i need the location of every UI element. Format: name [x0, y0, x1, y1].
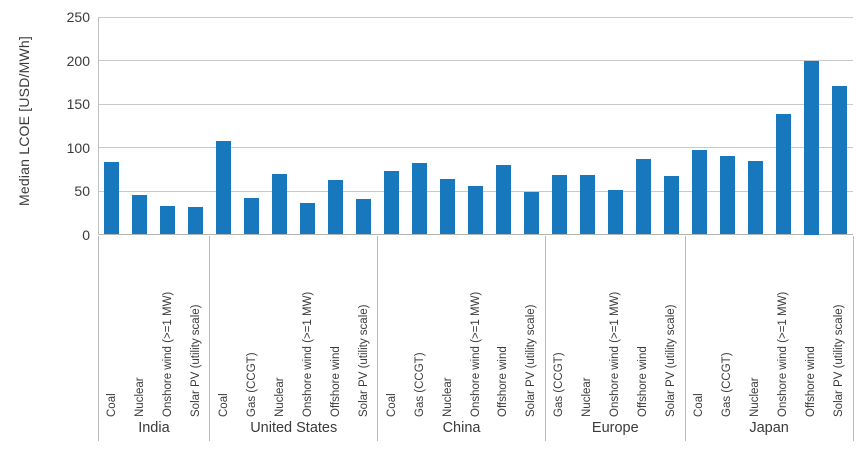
- x-tick-label: Coal: [105, 392, 118, 417]
- country-label-europe: Europe: [591, 420, 639, 436]
- x-tick-label: Gas (CCGT): [245, 351, 258, 417]
- x-tick-label: Coal: [693, 392, 706, 417]
- bar-europe-3: [607, 190, 623, 235]
- x-tick-label: Solar PV (utility scale): [357, 304, 370, 417]
- bar-india-3: [160, 205, 176, 235]
- x-tick-label: Solar PV (utility scale): [189, 304, 202, 417]
- bar-united-states-4: [300, 203, 316, 235]
- x-tick-label: Onshore wind (>=1 MW): [161, 291, 174, 417]
- bar-europe-4: [635, 158, 651, 235]
- gridline-0: [98, 234, 853, 235]
- bar-china-4: [468, 185, 483, 235]
- y-tick-label: 250: [66, 9, 90, 25]
- country-group-separator: [377, 236, 379, 441]
- y-tick-label: 150: [66, 96, 90, 112]
- gridline-100: [98, 147, 853, 148]
- bar-japan-1: [691, 150, 707, 235]
- gridline-200: [98, 60, 853, 61]
- bar-japan-5: [803, 60, 819, 235]
- x-tick-label: Nuclear: [441, 376, 454, 417]
- x-tick-label: Gas (CCGT): [721, 351, 734, 417]
- country-label-united-states: United States: [250, 420, 338, 436]
- y-tick-label: 200: [66, 52, 90, 69]
- x-tick-label: Offshore wind: [805, 345, 818, 417]
- country-label-japan: Japan: [749, 420, 789, 436]
- country-label-china: China: [442, 420, 481, 436]
- x-tick-label: Solar PV (utility scale): [525, 304, 538, 417]
- x-tick-label: Offshore wind: [637, 345, 650, 417]
- bar-japan-6: [831, 85, 847, 235]
- y-tick-label: 50: [74, 183, 90, 199]
- gridline-150: [98, 103, 853, 105]
- bar-united-states-3: [272, 173, 288, 235]
- x-tick-label: Gas (CCGT): [413, 351, 426, 417]
- bar-united-states-6: [356, 198, 372, 235]
- bar-united-states-1: [216, 140, 232, 235]
- x-tick-label: Offshore wind: [329, 345, 342, 417]
- bar-united-states-2: [244, 197, 260, 235]
- x-tick-label: Nuclear: [273, 376, 286, 417]
- y-axis-line: [98, 17, 99, 235]
- bar-india-4: [188, 206, 204, 235]
- country-group-separator: [544, 236, 546, 441]
- bar-china-3: [440, 178, 456, 235]
- bar-china-1: [384, 170, 400, 235]
- bar-europe-1: [551, 175, 567, 235]
- x-tick-label: Solar PV (utility scale): [833, 304, 846, 417]
- x-tick-label: Coal: [217, 392, 230, 417]
- y-tick-label: 100: [66, 139, 90, 156]
- country-group-separator: [97, 236, 99, 441]
- x-tick-label: Nuclear: [749, 376, 762, 417]
- y-axis-title: Median LCOE [USD/MWh]: [16, 36, 32, 206]
- bar-india-2: [132, 195, 148, 235]
- bar-china-6: [523, 191, 539, 235]
- bar-india-1: [104, 162, 120, 235]
- bar-europe-5: [663, 176, 679, 235]
- x-tick-label: Nuclear: [581, 376, 594, 417]
- y-tick-label: 0: [82, 226, 90, 243]
- bar-japan-4: [775, 113, 791, 235]
- country-label-india: India: [138, 420, 170, 436]
- x-tick-label: Coal: [385, 392, 398, 417]
- x-tick-label: Gas (CCGT): [553, 351, 566, 417]
- country-group-separator: [209, 236, 211, 441]
- country-group-separator: [684, 236, 686, 441]
- bar-japan-2: [719, 156, 735, 235]
- x-tick-label: Onshore wind (>=1 MW): [609, 291, 622, 417]
- bar-united-states-5: [328, 179, 344, 235]
- gridline-250: [98, 16, 853, 18]
- bar-china-2: [412, 163, 428, 235]
- x-tick-label: Onshore wind (>=1 MW): [777, 291, 790, 417]
- x-tick-label: Solar PV (utility scale): [665, 304, 678, 417]
- x-tick-label: Nuclear: [133, 376, 146, 417]
- bar-europe-2: [579, 175, 595, 235]
- x-tick-label: Offshore wind: [497, 345, 510, 417]
- bar-japan-3: [747, 161, 763, 235]
- bar-china-5: [495, 164, 511, 235]
- x-tick-label: Onshore wind (>=1 MW): [469, 291, 482, 417]
- x-tick-label: Onshore wind (>=1 MW): [301, 291, 314, 417]
- country-group-separator: [852, 236, 854, 441]
